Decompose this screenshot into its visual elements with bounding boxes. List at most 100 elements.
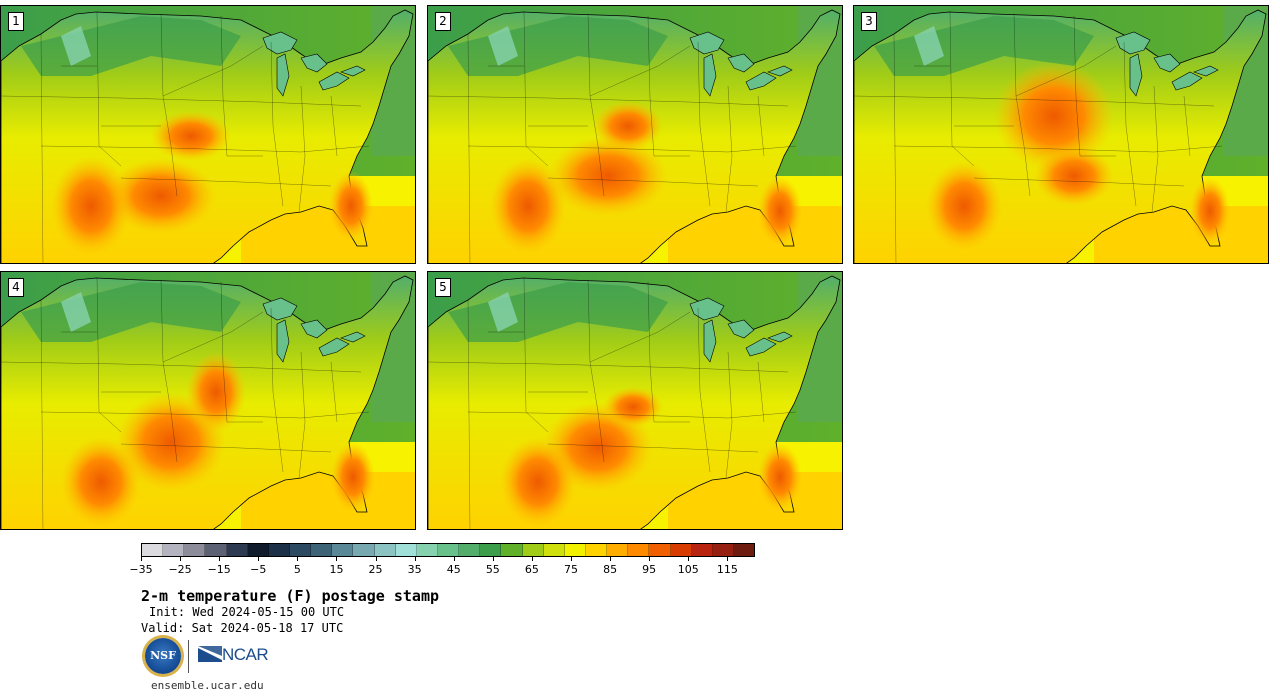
hot-region bbox=[1034, 146, 1114, 206]
colorbar-tick-label: 65 bbox=[524, 563, 539, 576]
temperature-map bbox=[1, 272, 415, 529]
nsf-logo: NSF bbox=[145, 638, 181, 674]
state-boundary bbox=[467, 299, 471, 529]
valid-time: Valid: Sat 2024-05-18 17 UTC bbox=[141, 621, 344, 635]
colorbar-tick-label: −5 bbox=[250, 563, 267, 576]
colorbar-segment bbox=[268, 544, 290, 556]
state-boundary bbox=[893, 33, 897, 263]
colorbar-segment bbox=[522, 544, 544, 556]
great-lake bbox=[767, 331, 793, 343]
state-boundary bbox=[757, 361, 765, 423]
state-boundary bbox=[757, 95, 765, 157]
state-boundary bbox=[40, 33, 44, 263]
colorbar-segment bbox=[585, 544, 608, 556]
colorbar-segment bbox=[628, 544, 650, 556]
colorbar-segment bbox=[374, 544, 396, 556]
great-lake bbox=[300, 319, 328, 339]
state-boundary bbox=[330, 361, 338, 423]
great-lake bbox=[300, 53, 328, 73]
colorbar-tick bbox=[375, 557, 377, 561]
panel-number-label: 5 bbox=[435, 278, 451, 297]
great-lake bbox=[703, 53, 717, 97]
state-boundary bbox=[467, 145, 797, 153]
state-boundary bbox=[587, 13, 605, 197]
great-lake bbox=[340, 65, 366, 77]
figure-title: 2-m temperature (F) postage stamp bbox=[141, 587, 440, 605]
colorbar-tick-label: 15 bbox=[329, 563, 344, 576]
great-lake bbox=[262, 31, 298, 55]
great-lake bbox=[340, 331, 366, 343]
temperature-map bbox=[854, 6, 1268, 263]
state-boundary bbox=[1123, 41, 1137, 207]
hot-region bbox=[603, 387, 663, 427]
state-boundary bbox=[162, 311, 264, 363]
colorbar-segment bbox=[289, 544, 312, 556]
state-boundary bbox=[270, 307, 284, 473]
colorbar-tick bbox=[492, 557, 494, 561]
state-boundary bbox=[1073, 15, 1081, 157]
state-boundary bbox=[1151, 85, 1159, 213]
colorbar-tick-label: 115 bbox=[716, 563, 738, 576]
hot-region bbox=[186, 352, 246, 432]
great-lake bbox=[727, 319, 755, 339]
state-boundary bbox=[40, 411, 370, 419]
colorbar-segment bbox=[311, 544, 333, 556]
mountain-cool-region bbox=[914, 26, 944, 66]
state-boundary bbox=[428, 95, 789, 107]
great-lake bbox=[767, 65, 793, 77]
colorbar-tick-label: −15 bbox=[207, 563, 231, 576]
hot-region bbox=[994, 61, 1114, 171]
colorbar-tick-label: 85 bbox=[603, 563, 618, 576]
great-lake bbox=[689, 297, 725, 321]
logo-divider bbox=[188, 640, 189, 673]
colorbar-tick bbox=[336, 557, 338, 561]
great-lake bbox=[689, 31, 725, 55]
state-boundary bbox=[647, 281, 655, 423]
hot-region bbox=[500, 437, 576, 527]
colorbar-segment bbox=[353, 544, 375, 556]
great-lake bbox=[703, 319, 717, 363]
colorbar-tick-label: 105 bbox=[677, 563, 699, 576]
state-boundary bbox=[220, 15, 228, 157]
colorbar-tick-label: 35 bbox=[407, 563, 422, 576]
colorbar-segment bbox=[416, 544, 438, 556]
great-lake bbox=[276, 53, 290, 97]
state-boundary bbox=[428, 361, 789, 373]
colorbar-tick-label: 75 bbox=[564, 563, 578, 576]
state-boundary bbox=[854, 95, 1215, 107]
hot-region bbox=[1190, 177, 1230, 245]
great-lake bbox=[745, 337, 777, 357]
state-boundary bbox=[96, 277, 122, 433]
state-boundary bbox=[647, 15, 655, 157]
great-lake bbox=[276, 319, 290, 363]
postage-stamp-map-2: 2 bbox=[427, 5, 843, 264]
colorbar-segment bbox=[395, 544, 417, 556]
state-boundary bbox=[1, 95, 362, 107]
mountain-cool-region bbox=[488, 292, 518, 332]
state-boundary bbox=[547, 443, 759, 453]
state-boundary bbox=[96, 11, 122, 167]
state-boundary bbox=[1015, 45, 1117, 97]
colorbar-segment bbox=[226, 544, 248, 556]
great-lake bbox=[318, 71, 350, 91]
colorbar-tick-label: 5 bbox=[293, 563, 301, 576]
colorbar-segment bbox=[691, 544, 713, 556]
colorbar-segment bbox=[564, 544, 586, 556]
hot-region bbox=[490, 158, 566, 254]
hot-region bbox=[329, 171, 373, 241]
state-boundary bbox=[697, 307, 711, 473]
colorbar-tick-label: 95 bbox=[642, 563, 657, 576]
colorbar-tick bbox=[649, 557, 651, 561]
colorbar-segment bbox=[670, 544, 692, 556]
colorbar-tick-label: 25 bbox=[368, 563, 383, 576]
colorbar-tick-label: 45 bbox=[446, 563, 461, 576]
colorbar-tick bbox=[727, 557, 729, 561]
state-boundary bbox=[697, 41, 711, 207]
colorbar-tick bbox=[610, 557, 612, 561]
colorbar-segment bbox=[247, 544, 269, 556]
colorbar-tick-label: −35 bbox=[129, 563, 153, 576]
temperature-map bbox=[428, 6, 842, 263]
state-boundary bbox=[725, 351, 733, 479]
colorbar-segment bbox=[607, 544, 629, 556]
colorbar-segment bbox=[205, 544, 227, 556]
